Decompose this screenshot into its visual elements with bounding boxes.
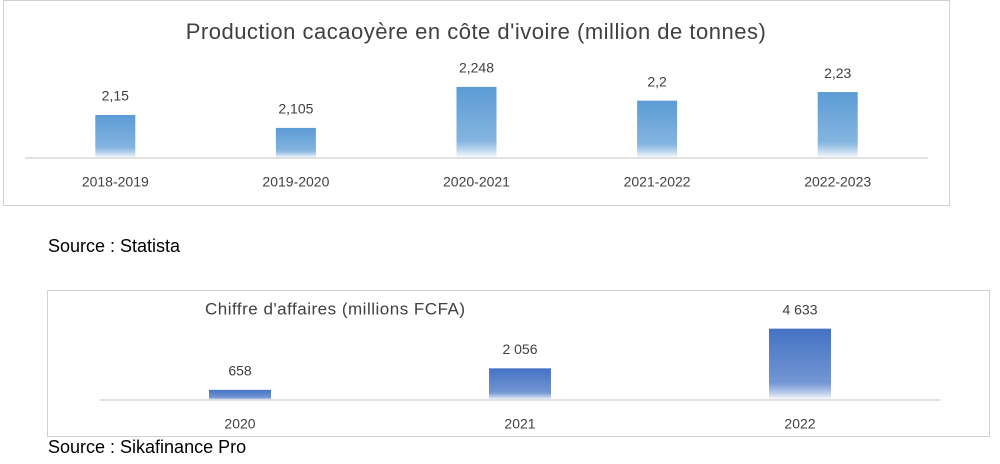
data-label: 2,23 bbox=[824, 65, 851, 81]
chart-title: Chiffre d'affaires (millions FCFA) bbox=[205, 299, 466, 318]
bar bbox=[209, 389, 271, 400]
x-tick-label: 2021 bbox=[504, 416, 535, 432]
x-tick-label: 2020 bbox=[224, 416, 255, 432]
bar bbox=[489, 368, 551, 400]
bar bbox=[637, 100, 678, 158]
bar bbox=[769, 328, 831, 400]
bar bbox=[95, 115, 136, 158]
x-tick-label: 2019-2020 bbox=[262, 174, 329, 190]
source: Source : Sikafinance Pro bbox=[48, 437, 246, 457]
data-label: 4 633 bbox=[782, 301, 817, 317]
x-tick-label: 2021-2022 bbox=[624, 174, 691, 190]
bar bbox=[275, 127, 316, 158]
chart-title: Production cacaoyère en côte d'ivoire (m… bbox=[186, 19, 767, 44]
bar bbox=[817, 92, 858, 158]
data-label: 2,248 bbox=[459, 60, 494, 76]
chart-frame bbox=[47, 290, 990, 437]
source: Source : Statista bbox=[48, 236, 181, 256]
data-label: 658 bbox=[228, 363, 252, 379]
x-tick-label: 2020-2021 bbox=[443, 174, 510, 190]
x-tick-label: 2022 bbox=[784, 416, 815, 432]
x-tick-label: 2018-2019 bbox=[82, 174, 149, 190]
data-label: 2,15 bbox=[102, 88, 129, 104]
data-label: 2,105 bbox=[278, 101, 313, 117]
data-label: 2 056 bbox=[502, 341, 537, 357]
bar bbox=[456, 86, 497, 158]
data-label: 2,2 bbox=[647, 73, 667, 89]
x-tick-label: 2022-2023 bbox=[804, 174, 871, 190]
